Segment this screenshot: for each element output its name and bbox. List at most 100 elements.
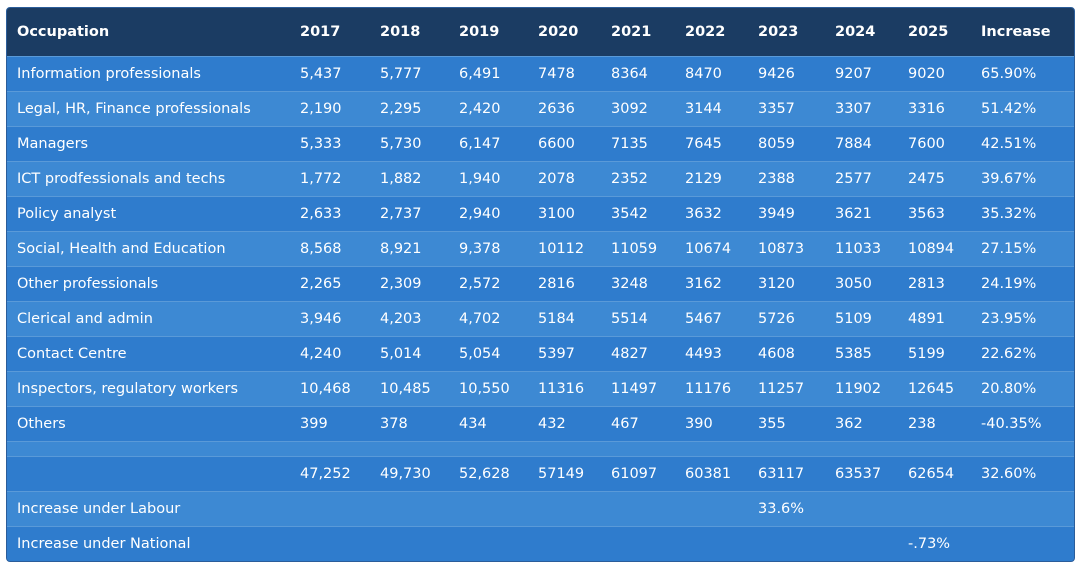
increase-value: 35.32% <box>971 196 1074 232</box>
year-value: 10,468 <box>290 371 370 407</box>
year-value: 11257 <box>748 371 825 407</box>
total-value: 52,628 <box>449 456 528 492</box>
occupation-label: Information professionals <box>7 56 290 92</box>
increase-value: 22.62% <box>971 336 1074 372</box>
year-value: 5,054 <box>449 336 528 372</box>
year-value: 12645 <box>898 371 971 407</box>
year-value: 378 <box>370 406 449 442</box>
year-value: 3162 <box>675 266 748 302</box>
year-value: 9207 <box>825 56 898 92</box>
empty-cell <box>971 526 1074 561</box>
total-value: 49,730 <box>370 456 449 492</box>
year-value: 9,378 <box>449 231 528 267</box>
header-year: 2018 <box>370 8 449 57</box>
year-value: 5,014 <box>370 336 449 372</box>
spacer-cell <box>7 441 1074 457</box>
year-value: 7600 <box>898 126 971 162</box>
year-value: 3120 <box>748 266 825 302</box>
year-value: 4,240 <box>290 336 370 372</box>
year-value: 2,940 <box>449 196 528 232</box>
year-value: 2129 <box>675 161 748 197</box>
occupation-label: Clerical and admin <box>7 301 290 337</box>
year-value: 7884 <box>825 126 898 162</box>
year-value: 5199 <box>898 336 971 372</box>
table-row: Other professionals 2,265 2,309 2,572 2816 32… <box>7 266 1074 302</box>
year-value: 6,147 <box>449 126 528 162</box>
year-value: 4493 <box>675 336 748 372</box>
year-value: 3,946 <box>290 301 370 337</box>
total-value: 57149 <box>528 456 601 492</box>
year-value: 2816 <box>528 266 601 302</box>
year-value: 2,309 <box>370 266 449 302</box>
year-value: 11316 <box>528 371 601 407</box>
year-value: 7645 <box>675 126 748 162</box>
year-value: 2,737 <box>370 196 449 232</box>
table-row: Information professionals 5,437 5,777 6,491… <box>7 56 1074 92</box>
year-value: 10,550 <box>449 371 528 407</box>
empty-cell <box>675 526 748 561</box>
year-value: 467 <box>601 406 675 442</box>
year-value: 9020 <box>898 56 971 92</box>
year-value: 8,568 <box>290 231 370 267</box>
increase-value: 20.80% <box>971 371 1074 407</box>
table-row: Managers 5,333 5,730 6,147 6600 7135 7645 8059 7… <box>7 126 1074 162</box>
year-value: 3949 <box>748 196 825 232</box>
year-value: 11176 <box>675 371 748 407</box>
spacer-row <box>7 441 1074 457</box>
empty-cell <box>370 491 449 527</box>
occupation-label: Other professionals <box>7 266 290 302</box>
empty-cell <box>290 526 370 561</box>
occupation-label: Policy analyst <box>7 196 290 232</box>
header-occupation: Occupation <box>7 8 290 57</box>
table-row: Clerical and admin 3,946 4,203 4,702 5184 551… <box>7 301 1074 337</box>
year-value: 5,437 <box>290 56 370 92</box>
empty-cell <box>528 526 601 561</box>
year-value: 434 <box>449 406 528 442</box>
year-value: 1,940 <box>449 161 528 197</box>
total-value: 62654 <box>898 456 971 492</box>
table-header-row: Occupation 2017 2018 2019 2020 2021 2022… <box>7 8 1074 57</box>
year-value: 2,295 <box>370 91 449 127</box>
year-value: 362 <box>825 406 898 442</box>
year-value: 10112 <box>528 231 601 267</box>
total-value: 63537 <box>825 456 898 492</box>
empty-cell <box>449 526 528 561</box>
table-row: Policy analyst 2,633 2,737 2,940 3100 3542 363… <box>7 196 1074 232</box>
year-value: 5184 <box>528 301 601 337</box>
occupation-label: ICT prodfessionals and techs <box>7 161 290 197</box>
year-value: 9426 <box>748 56 825 92</box>
year-value: 8059 <box>748 126 825 162</box>
year-value: 11902 <box>825 371 898 407</box>
empty-cell <box>898 491 971 527</box>
year-value: 5514 <box>601 301 675 337</box>
header-year: 2021 <box>601 8 675 57</box>
year-value: 10,485 <box>370 371 449 407</box>
year-value: 3100 <box>528 196 601 232</box>
year-value: 2,633 <box>290 196 370 232</box>
year-value: 3357 <box>748 91 825 127</box>
year-value: 355 <box>748 406 825 442</box>
year-value: 2,420 <box>449 91 528 127</box>
total-value: 61097 <box>601 456 675 492</box>
year-value: 1,772 <box>290 161 370 197</box>
increase-value: 23.95% <box>971 301 1074 337</box>
empty-cell <box>449 491 528 527</box>
empty-cell <box>290 491 370 527</box>
totals-row: 47,252 49,730 52,628 57149 61097 60381 63117 63… <box>7 456 1074 492</box>
year-value: 238 <box>898 406 971 442</box>
increase-value: 51.42% <box>971 91 1074 127</box>
empty-cell <box>825 491 898 527</box>
empty-cell <box>675 491 748 527</box>
year-value: 2,190 <box>290 91 370 127</box>
header-year: 2020 <box>528 8 601 57</box>
year-value: 3307 <box>825 91 898 127</box>
increase-value: 39.67% <box>971 161 1074 197</box>
year-value: 8,921 <box>370 231 449 267</box>
empty-cell <box>601 526 675 561</box>
year-value: 11497 <box>601 371 675 407</box>
year-value: 1,882 <box>370 161 449 197</box>
table-row: Inspectors, regulatory workers 10,468 10,4… <box>7 371 1074 407</box>
increase-value: 42.51% <box>971 126 1074 162</box>
national-increase-value: -.73% <box>898 526 971 561</box>
year-value: 3144 <box>675 91 748 127</box>
